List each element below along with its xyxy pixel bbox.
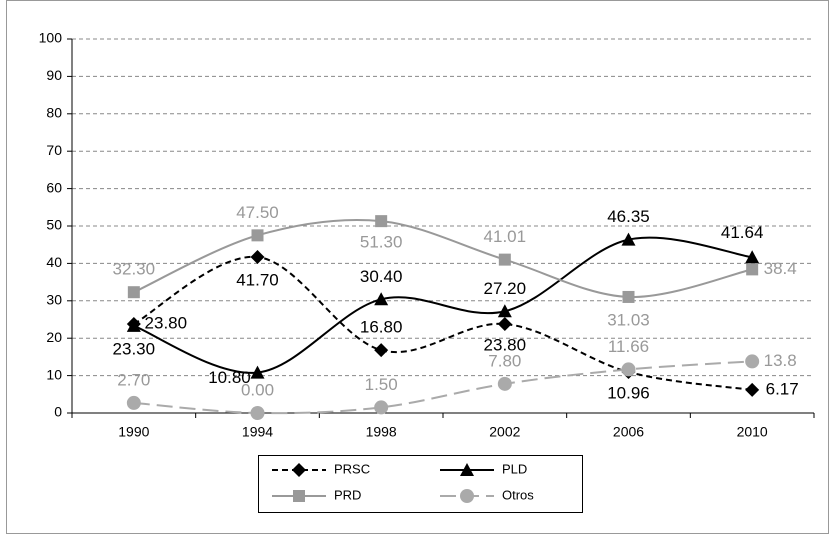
marker (497, 316, 512, 331)
marker (745, 382, 760, 397)
value-label: 6.17 (766, 379, 799, 398)
marker (460, 489, 474, 503)
value-label: 16.80 (360, 318, 403, 337)
value-label: 46.35 (607, 207, 650, 226)
value-label: 10.96 (607, 383, 650, 402)
legend-label: PLD (502, 461, 527, 476)
y-tick-label: 20 (46, 329, 62, 345)
value-label: 13.8 (764, 351, 797, 370)
marker (745, 354, 760, 369)
legend-label: PRSC (334, 461, 370, 476)
x-tick-label: 1994 (242, 424, 273, 440)
marker (374, 292, 389, 306)
marker (498, 253, 511, 266)
marker (251, 229, 264, 242)
marker (374, 400, 389, 415)
value-label: 47.50 (236, 203, 279, 222)
value-label: 23.80 (145, 313, 188, 332)
marker (293, 490, 305, 502)
value-label: 10.80 (208, 368, 251, 387)
value-label: 11.66 (608, 337, 649, 356)
marker (375, 215, 388, 228)
value-label: 7.80 (488, 351, 521, 370)
x-tick-label: 2006 (613, 424, 644, 440)
value-label: 32.30 (113, 260, 156, 279)
value-label: 2.70 (117, 370, 150, 389)
marker (745, 250, 760, 264)
value-label: 41.64 (721, 223, 764, 242)
value-label: 31.03 (607, 310, 650, 329)
marker (497, 376, 512, 391)
marker (126, 395, 141, 410)
x-tick-label: 2002 (489, 424, 520, 440)
marker (127, 286, 140, 299)
value-label: 1.50 (365, 375, 398, 394)
marker (250, 365, 265, 379)
marker (374, 343, 389, 358)
marker (460, 463, 474, 476)
x-tick-label: 1998 (366, 424, 397, 440)
legend-label: PRD (334, 487, 361, 502)
value-label: 27.20 (484, 279, 527, 298)
marker (250, 406, 265, 420)
y-tick-label: 90 (46, 67, 62, 83)
marker (497, 304, 512, 318)
series-line (133, 218, 753, 298)
x-tick-label: 1990 (118, 424, 149, 440)
x-tick-label: 2010 (737, 424, 768, 440)
value-label: 41.70 (236, 271, 279, 290)
y-tick-label: 100 (39, 30, 63, 46)
y-tick-label: 70 (46, 142, 62, 158)
value-label: 41.01 (484, 227, 527, 246)
value-label: 30.40 (360, 267, 403, 286)
y-tick-label: 30 (46, 292, 62, 308)
y-tick-label: 0 (54, 404, 62, 420)
frame (6, 0, 829, 534)
value-label: 51.30 (360, 233, 403, 252)
value-label: 0.00 (241, 380, 274, 399)
marker (622, 290, 635, 303)
series-line (133, 256, 753, 391)
marker (126, 318, 141, 332)
y-tick-label: 50 (46, 217, 62, 233)
marker (746, 263, 759, 276)
y-tick-label: 40 (46, 254, 62, 270)
legend-box (258, 455, 583, 513)
legend-label: Otros (502, 487, 534, 502)
value-label: 23.30 (113, 339, 156, 358)
marker (621, 232, 636, 246)
series-line (133, 360, 753, 415)
value-label: 23.80 (484, 335, 527, 354)
value-label: 38.4 (764, 259, 797, 278)
y-tick-label: 80 (46, 105, 62, 121)
y-tick-label: 60 (46, 179, 62, 195)
marker (292, 463, 306, 477)
marker (250, 250, 265, 265)
series-line (133, 236, 753, 374)
marker (621, 362, 636, 377)
y-tick-label: 10 (46, 366, 62, 382)
